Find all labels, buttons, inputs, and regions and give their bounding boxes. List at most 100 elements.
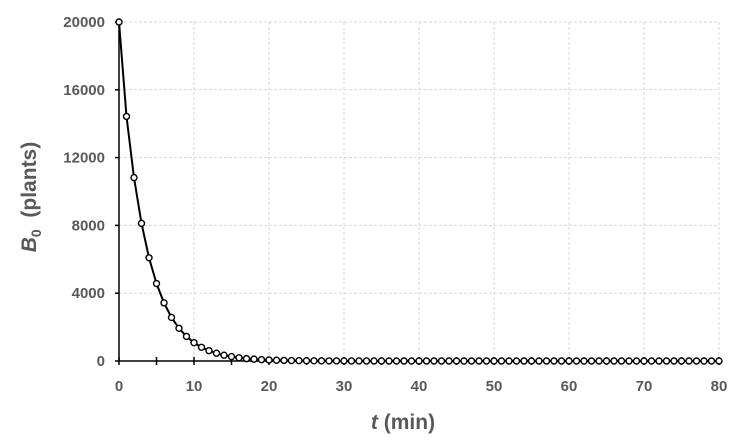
data-point xyxy=(242,354,251,363)
data-point xyxy=(565,357,573,365)
data-point xyxy=(115,18,123,26)
data-point xyxy=(595,357,603,365)
x-tick-label: 70 xyxy=(636,378,653,395)
data-point xyxy=(707,357,716,365)
data-point xyxy=(250,355,258,363)
data-point xyxy=(415,357,423,365)
data-point xyxy=(430,357,438,365)
data-point xyxy=(692,357,701,365)
data-point xyxy=(167,313,176,322)
data-point xyxy=(617,357,626,365)
data-point xyxy=(175,324,183,332)
data-point xyxy=(677,357,686,365)
data-point xyxy=(452,357,461,365)
data-point xyxy=(325,357,333,365)
data-point xyxy=(535,357,543,365)
y-tick-label: 8000 xyxy=(72,217,105,234)
y-tick-label: 4000 xyxy=(72,285,105,302)
x-tick-label: 30 xyxy=(336,378,353,395)
data-point xyxy=(197,343,206,351)
gridlines xyxy=(119,21,720,361)
y-tick-label: 12000 xyxy=(63,150,105,167)
data-point xyxy=(512,357,521,365)
data-point xyxy=(527,357,536,365)
data-point xyxy=(340,357,348,365)
data-point xyxy=(362,357,371,365)
series-group xyxy=(115,18,723,365)
data-point xyxy=(355,357,363,365)
data-point xyxy=(482,357,491,365)
x-tick-label: 0 xyxy=(115,378,123,395)
data-point xyxy=(295,356,303,365)
data-point xyxy=(685,357,693,365)
data-point xyxy=(130,173,138,182)
x-axis-title: t (min) xyxy=(371,411,435,434)
data-point xyxy=(490,357,498,365)
data-point xyxy=(572,357,581,365)
x-tick-label: 50 xyxy=(486,378,503,395)
data-point xyxy=(205,346,213,355)
data-point xyxy=(610,357,618,365)
data-point xyxy=(437,357,446,365)
data-point xyxy=(160,299,168,307)
y-axis-title: B0 (plants) xyxy=(18,142,44,252)
data-point xyxy=(385,357,393,365)
data-point xyxy=(662,357,671,365)
data-point xyxy=(302,357,311,365)
data-point xyxy=(497,357,506,365)
data-point xyxy=(520,357,528,365)
data-point xyxy=(122,112,131,121)
data-point xyxy=(370,357,378,365)
data-point xyxy=(377,357,386,365)
data-point xyxy=(212,349,221,357)
data-point xyxy=(632,357,641,365)
data-point xyxy=(145,254,153,262)
x-tick-label: 10 xyxy=(186,378,203,395)
data-point xyxy=(715,357,723,365)
data-point xyxy=(287,356,296,365)
data-point xyxy=(190,338,198,347)
data-point xyxy=(347,357,356,365)
x-tick-label: 60 xyxy=(561,378,578,395)
data-point xyxy=(505,357,513,365)
data-point xyxy=(700,357,708,365)
data-point xyxy=(235,354,243,362)
data-point xyxy=(467,357,476,365)
axes xyxy=(115,21,720,365)
y-tick-label: 0 xyxy=(97,353,105,370)
data-point xyxy=(152,279,161,288)
data-point xyxy=(257,355,266,364)
data-point xyxy=(670,357,678,365)
data-point xyxy=(557,357,566,365)
data-point xyxy=(272,356,281,364)
x-tick-label: 80 xyxy=(711,378,728,395)
data-point xyxy=(640,357,648,365)
data-point xyxy=(220,351,228,359)
data-point xyxy=(655,357,663,365)
data-point xyxy=(137,219,146,228)
data-point xyxy=(280,356,288,365)
data-point xyxy=(475,357,483,365)
data-point xyxy=(602,357,611,365)
data-point xyxy=(310,357,318,365)
data-point xyxy=(265,356,273,364)
data-point xyxy=(550,357,558,365)
data-point xyxy=(445,357,453,365)
data-point xyxy=(317,357,326,365)
data-point xyxy=(580,357,588,365)
data-point xyxy=(392,357,401,365)
data-point xyxy=(542,357,551,365)
x-tick-labels: 0 10 20 30 40 50 60 70 80 xyxy=(115,378,728,395)
data-point xyxy=(227,352,236,361)
data-point xyxy=(647,357,656,365)
data-point xyxy=(460,357,468,365)
x-tick-label: 40 xyxy=(411,378,428,395)
y-tick-label: 16000 xyxy=(63,82,105,99)
data-point xyxy=(182,332,191,341)
data-point xyxy=(400,357,408,365)
data-point xyxy=(332,357,341,365)
data-point xyxy=(407,357,416,365)
y-tick-labels: 0 4000 8000 12000 16000 20000 xyxy=(63,14,105,370)
